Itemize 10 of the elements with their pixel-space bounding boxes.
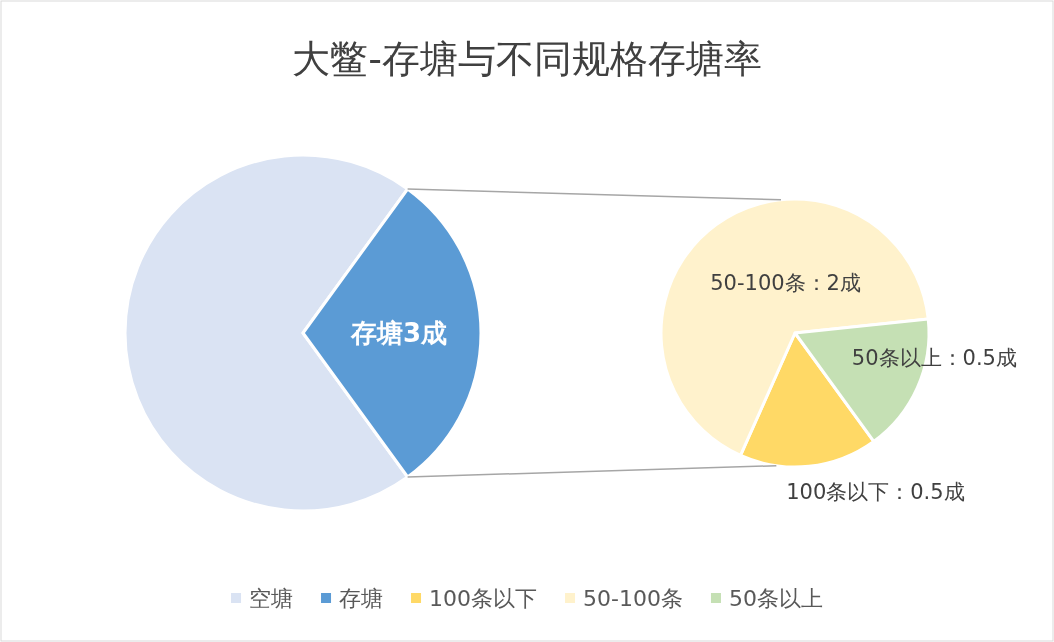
chart-title: 大鳖-存塘与不同规格存塘率: [292, 37, 762, 81]
data-label: 50-100条：2成: [710, 271, 861, 296]
data-label: 100条以下：0.5成: [786, 480, 965, 505]
legend-label: 50条以上: [728, 585, 823, 611]
data-label: 50条以上：0.5成: [851, 346, 1017, 371]
data-label: 存塘3成: [350, 318, 448, 348]
legend-label: 100条以下: [429, 585, 538, 611]
legend-label: 空塘: [249, 585, 294, 611]
legend-label: 50-100条: [583, 585, 683, 611]
legend-label: 存塘: [339, 585, 384, 611]
